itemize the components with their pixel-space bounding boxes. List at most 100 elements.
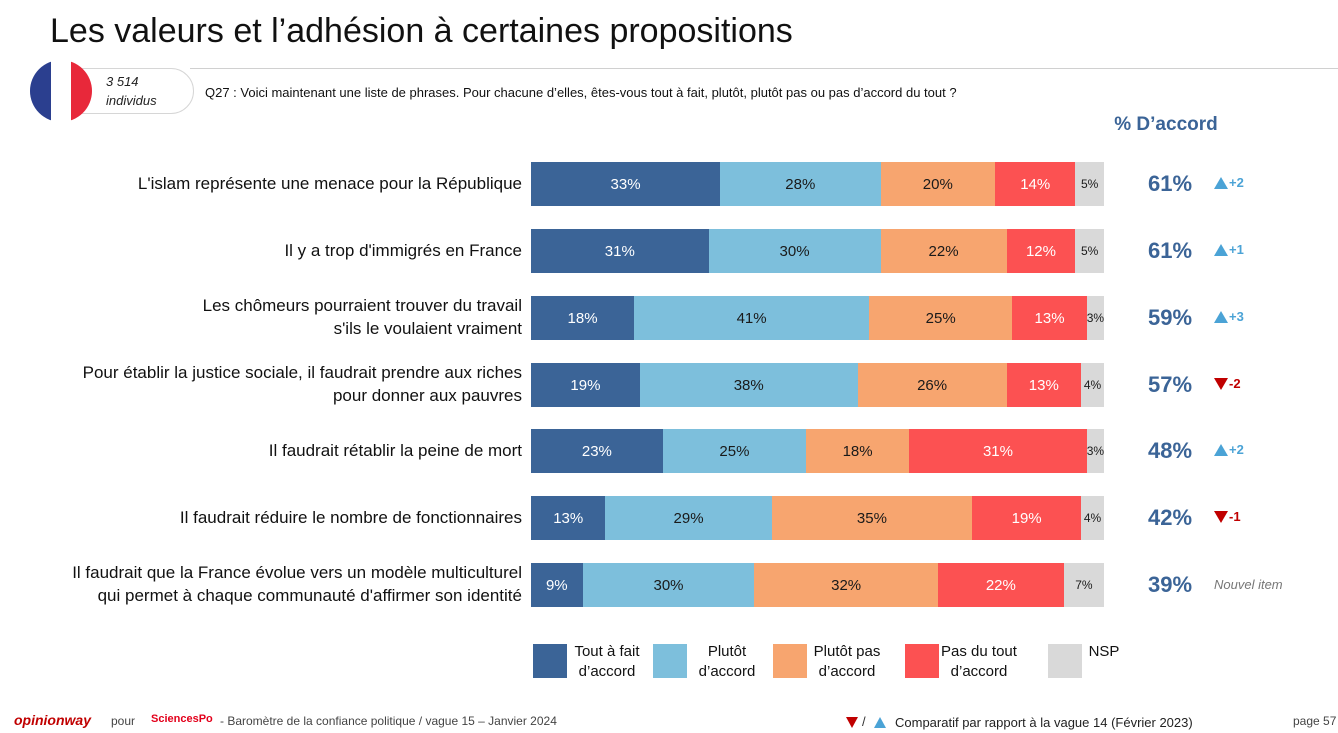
bar-segment: 25% xyxy=(662,429,807,473)
value-label: 22% xyxy=(985,576,1016,594)
legend-label: Plutôt pas d’accord xyxy=(813,643,881,680)
legend-swatch xyxy=(653,644,687,678)
total-label: 39% xyxy=(1147,572,1193,597)
value-label: 23% xyxy=(581,442,612,460)
separator-line xyxy=(190,68,1338,69)
bar-segment: 12% xyxy=(1006,229,1076,273)
bar-segment: 35% xyxy=(771,496,973,540)
bar-segment: 31% xyxy=(531,229,709,273)
question: Q27 : Voici maintenant une liste de phra… xyxy=(205,85,957,100)
value-label: 41% xyxy=(736,309,767,327)
value-label: 9% xyxy=(545,576,568,594)
value-label: 3% xyxy=(1086,311,1105,325)
change-label: +2 xyxy=(1229,175,1244,190)
bar-segment: 22% xyxy=(880,229,1007,273)
bar-segment: 4% xyxy=(1081,496,1104,540)
value-label: 18% xyxy=(842,442,873,460)
legend-label: Plutôt d’accord xyxy=(698,643,756,680)
comparison: Comparatif par rapport à la vague 14 (Fé… xyxy=(895,715,1193,730)
value-label: 30% xyxy=(779,242,810,260)
legend-swatch xyxy=(533,644,567,678)
value-label: 3% xyxy=(1086,444,1105,458)
value-label: 13% xyxy=(553,509,584,527)
value-label: 5% xyxy=(1080,177,1099,191)
change-label: -1 xyxy=(1229,509,1241,524)
bar-segment: 38% xyxy=(639,363,858,407)
bar-segment: 26% xyxy=(857,363,1007,407)
bar-segment: 3% xyxy=(1087,429,1104,473)
bar-segment: 9% xyxy=(531,563,583,607)
category-label: s'ils le voulaient vraiment xyxy=(333,319,522,338)
bar-segment: 32% xyxy=(754,563,938,607)
value-label: 30% xyxy=(653,576,684,594)
bar-segment: 5% xyxy=(1075,229,1104,273)
comparison-separator: / xyxy=(862,714,866,729)
bar-segment: 20% xyxy=(880,162,996,206)
change-arrow xyxy=(1214,177,1228,189)
bar-segment: 3% xyxy=(1087,296,1104,340)
change-arrow xyxy=(1214,444,1228,456)
category-label: Il faudrait que la France évolue vers un… xyxy=(72,563,522,582)
flag xyxy=(30,60,92,122)
sample-size: 3 514 xyxy=(106,74,139,89)
for: pour xyxy=(111,714,136,728)
value-label: 38% xyxy=(733,376,764,394)
category-label: Il faudrait rétablir la peine de mort xyxy=(268,440,522,460)
bar-segment: 19% xyxy=(972,496,1082,540)
value-label: 14% xyxy=(1020,175,1051,193)
value-label: 32% xyxy=(831,576,862,594)
value-label: 20% xyxy=(922,175,953,193)
change-label: +2 xyxy=(1229,442,1244,457)
category-label: Pour établir la justice sociale, il faud… xyxy=(82,363,522,382)
bar-segment: 28% xyxy=(720,162,881,206)
bar-segment: 14% xyxy=(995,162,1076,206)
category-label: L'islam représente une menace pour la Ré… xyxy=(137,173,522,193)
bar-segment: 31% xyxy=(909,429,1087,473)
bar-segment: 13% xyxy=(1006,363,1082,407)
value-label: 26% xyxy=(917,376,948,394)
value-label: 4% xyxy=(1083,378,1102,392)
total-label: 57% xyxy=(1147,372,1193,397)
total-label: 61% xyxy=(1147,238,1193,263)
bar-segment: 33% xyxy=(531,162,721,206)
value-label: 19% xyxy=(570,376,601,394)
legend-label: Pas du tout d’accord xyxy=(941,643,1017,680)
value-label: 7% xyxy=(1075,578,1093,592)
bar-segment: 23% xyxy=(531,429,663,473)
bar-segment: 7% xyxy=(1063,563,1104,607)
legend-swatch xyxy=(773,644,807,678)
value-label: 35% xyxy=(856,509,887,527)
bar-segment: 30% xyxy=(708,229,881,273)
category-label: qui permet à chaque communauté d'affirme… xyxy=(97,586,522,605)
source: - Baromètre de la confiance politique / … xyxy=(220,714,557,728)
value-label: 22% xyxy=(928,242,959,260)
value-label: 25% xyxy=(925,309,956,327)
value-label: 28% xyxy=(785,175,816,193)
category-label: Les chômeurs pourraient trouver du trava… xyxy=(202,296,522,315)
sample-unit: individus xyxy=(106,93,157,108)
legend-swatch xyxy=(905,644,939,678)
value-label: 19% xyxy=(1011,509,1042,527)
value-label: 33% xyxy=(610,175,641,193)
legend-label: NSP xyxy=(1088,643,1120,660)
slide-title: Les valeurs et l’adhésion à certaines pr… xyxy=(50,12,793,50)
comparison-icons xyxy=(846,717,886,728)
bar-segment: 13% xyxy=(1012,296,1087,340)
page-number: page 57 xyxy=(1293,714,1337,728)
bar-segment: 29% xyxy=(605,496,772,540)
value-label: 13% xyxy=(1034,309,1065,327)
bar-segment: 13% xyxy=(531,496,606,540)
category-label: pour donner aux pauvres xyxy=(332,386,522,405)
brand: opinionway xyxy=(14,712,91,728)
value-label: 13% xyxy=(1028,376,1059,394)
value-label: 18% xyxy=(567,309,598,327)
change-arrow xyxy=(1214,511,1228,523)
bar-segment: 18% xyxy=(531,296,635,340)
total-label: 48% xyxy=(1147,438,1193,463)
value-label: 31% xyxy=(604,242,635,260)
change-arrow xyxy=(1214,378,1228,390)
legend-swatch xyxy=(1048,644,1082,678)
value-label: 29% xyxy=(673,509,704,527)
value-label: 31% xyxy=(982,442,1013,460)
bar-segment: 5% xyxy=(1075,162,1104,206)
